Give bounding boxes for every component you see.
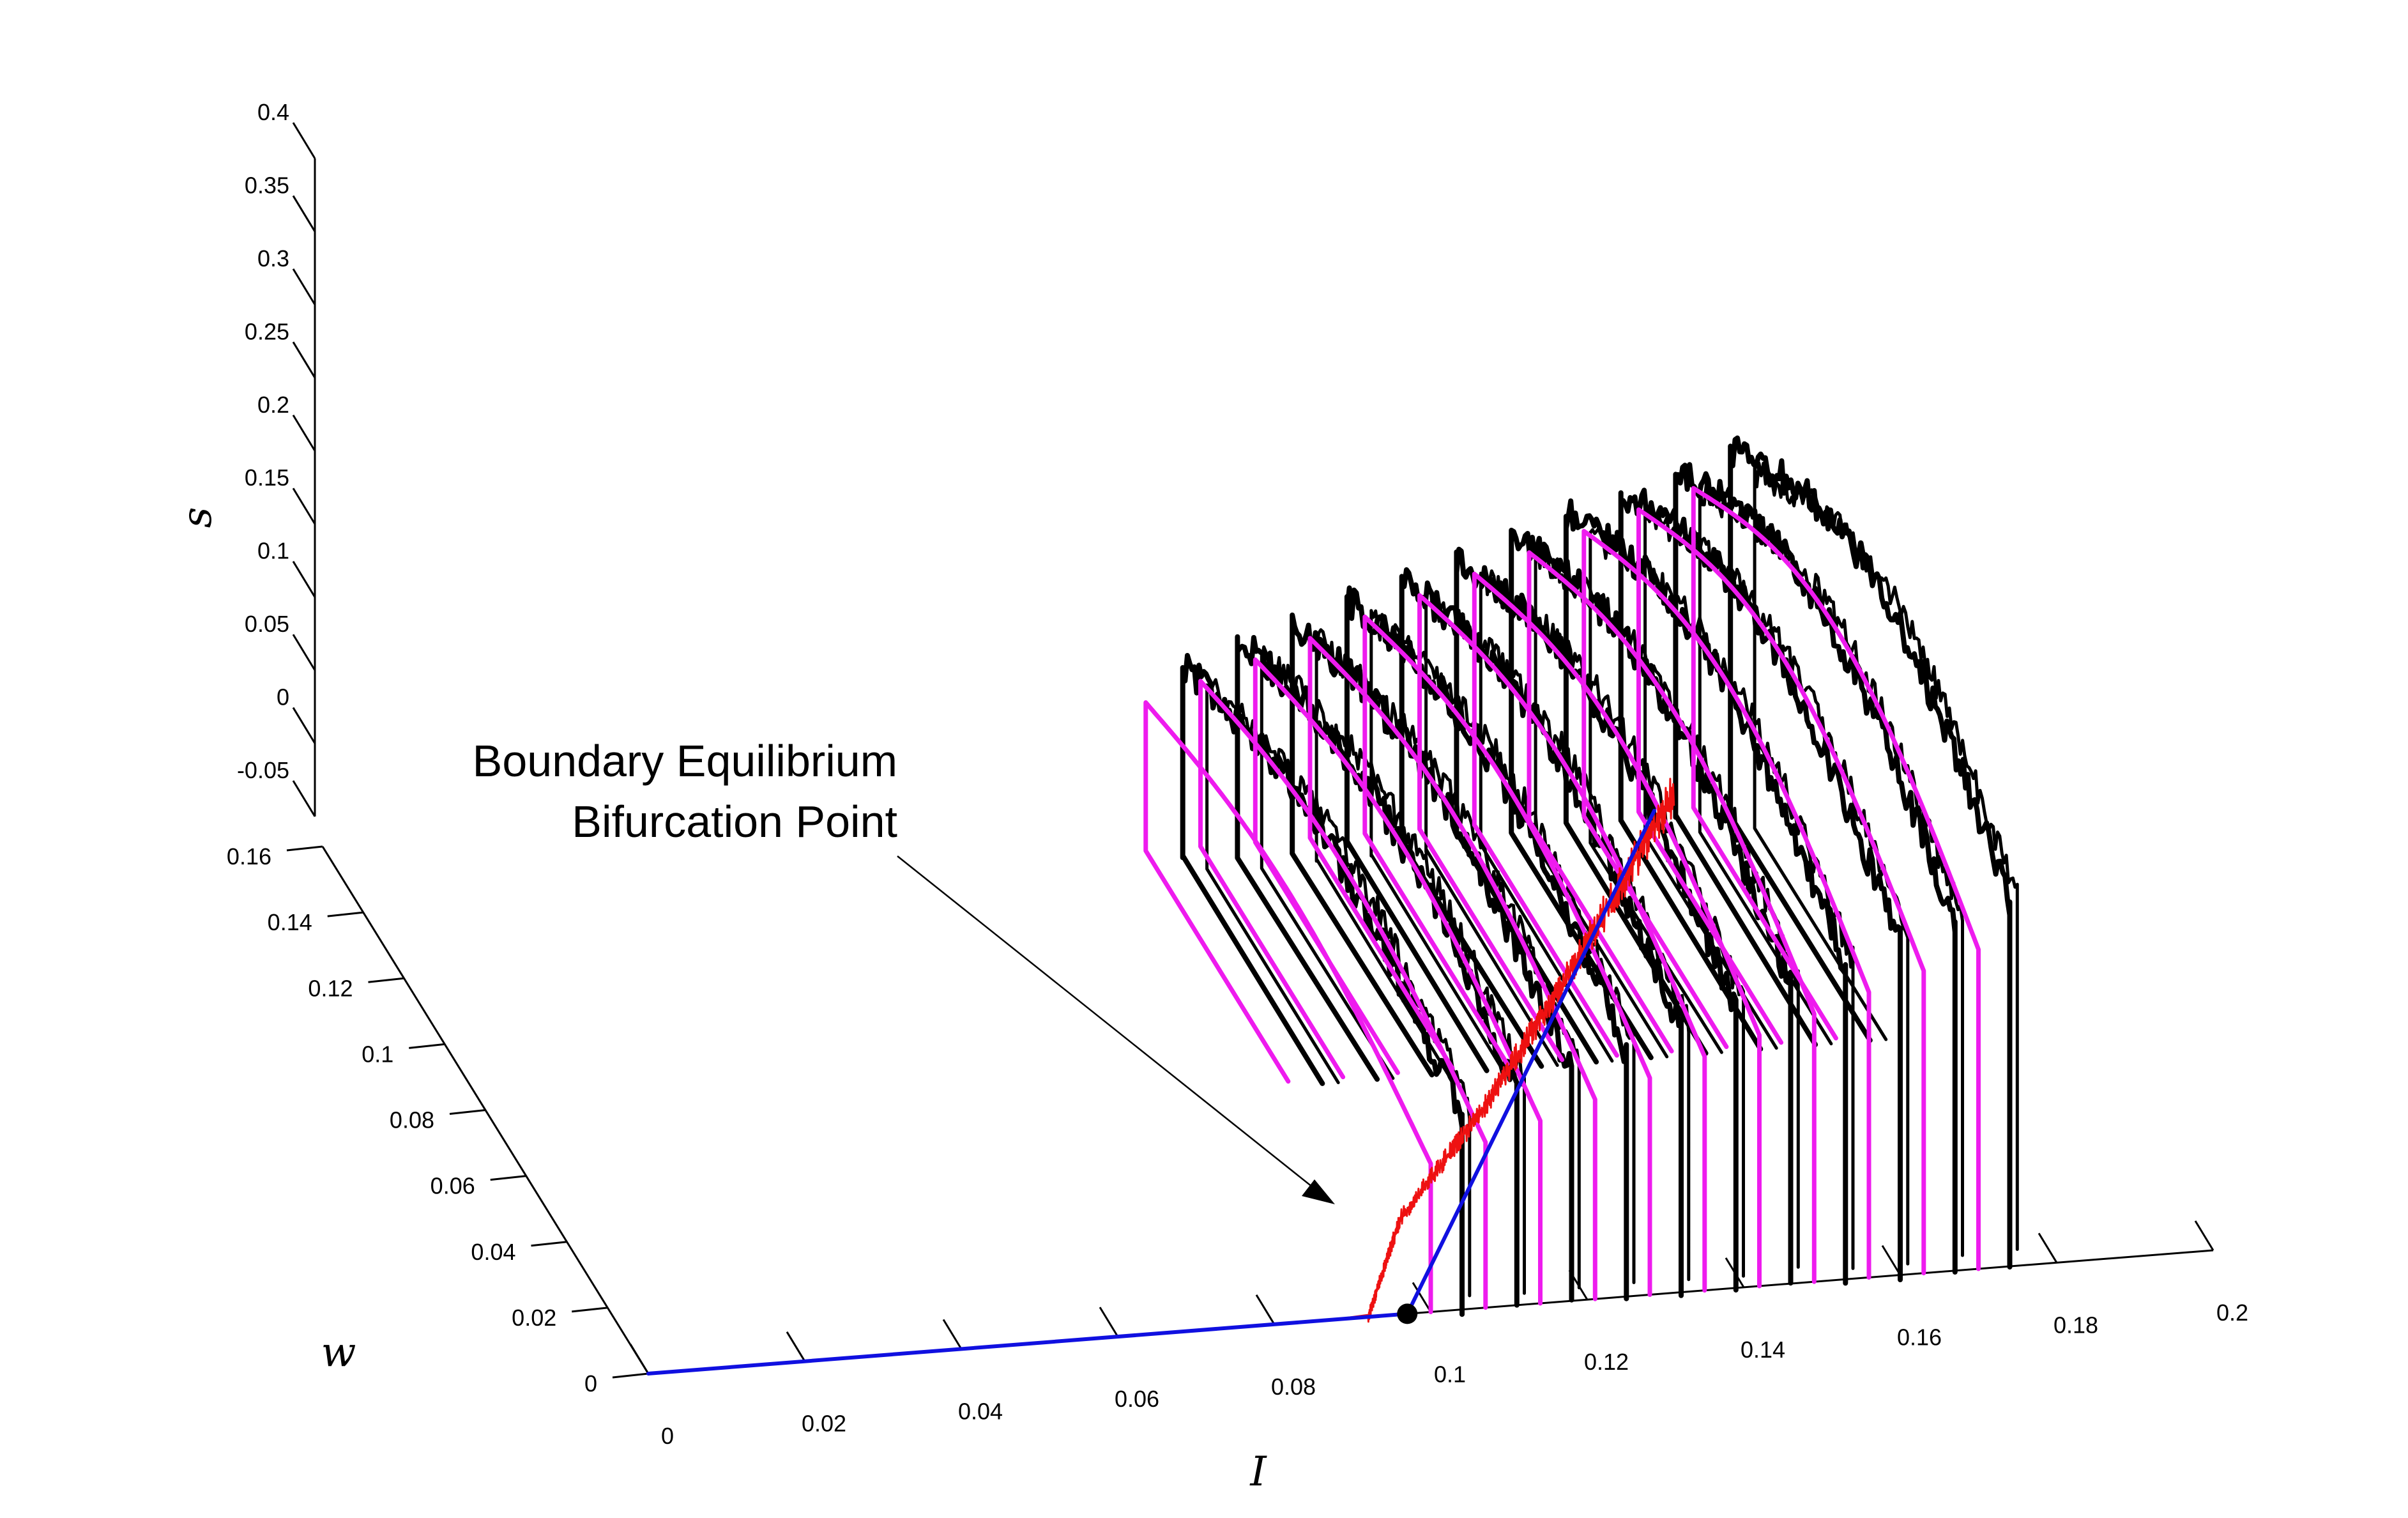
x-tick-4 bbox=[1255, 1294, 1276, 1325]
y-tick-3 bbox=[490, 1175, 526, 1181]
z-tick-label-2: 0.05 bbox=[245, 611, 289, 637]
x-tick-label-10: 0.2 bbox=[2216, 1300, 2248, 1326]
stochastic-cycle-b-4 bbox=[1424, 584, 1691, 1282]
y-axis-label: w bbox=[321, 1329, 356, 1376]
x-tick-label-5: 0.1 bbox=[1434, 1361, 1466, 1388]
limit-cycle-10 bbox=[1691, 486, 1981, 1271]
x-axis-label: I bbox=[1249, 1448, 1267, 1496]
z-tick-2 bbox=[292, 634, 316, 671]
y-tick-1 bbox=[572, 1307, 608, 1313]
z-tick-label-0: -0.05 bbox=[237, 757, 289, 783]
stochastic-cycle-b-8 bbox=[1643, 500, 1910, 1266]
x-tick-label-7: 0.14 bbox=[1741, 1337, 1785, 1363]
x-tick-label-3: 0.06 bbox=[1115, 1386, 1159, 1412]
x-tick-label-2: 0.04 bbox=[958, 1398, 1003, 1424]
x-tick-label-4: 0.08 bbox=[1271, 1374, 1316, 1400]
x-tick-2 bbox=[942, 1319, 963, 1350]
x-tick-label-0: 0 bbox=[661, 1423, 674, 1449]
annotation-line-1: Boundary Equilibrium bbox=[473, 736, 897, 786]
annotation-arrow-line bbox=[897, 855, 1316, 1190]
z-tick-label-5: 0.2 bbox=[257, 392, 289, 418]
y-tick-label-7: 0.14 bbox=[268, 909, 312, 935]
y-tick-label-5: 0.1 bbox=[362, 1041, 393, 1067]
stochastic-cycle-b-3 bbox=[1369, 609, 1636, 1284]
stochastic-cycle-5 bbox=[1454, 546, 1739, 1293]
limit-cycle-4 bbox=[1362, 614, 1652, 1297]
stochastic-cycle-10 bbox=[1728, 435, 2013, 1270]
z-tick-5 bbox=[292, 414, 316, 452]
y-tick-label-0: 0 bbox=[584, 1370, 597, 1397]
z-tick-1 bbox=[292, 707, 316, 744]
z-tick-label-7: 0.3 bbox=[257, 245, 289, 272]
limit-cycle-2 bbox=[1253, 657, 1543, 1306]
stochastic-cycle-6 bbox=[1509, 528, 1794, 1286]
x-tick-5 bbox=[1412, 1282, 1432, 1313]
y-tick-4 bbox=[449, 1109, 486, 1115]
x-tick-9 bbox=[2038, 1232, 2058, 1264]
x-tick-label-8: 0.16 bbox=[1897, 1324, 1942, 1351]
axes-group: 0 0.02 0.04 0.06 0.08 0.1 0.12 0.14 0.16 0.18 0.2 0… bbox=[227, 99, 2248, 1449]
x-tick-3 bbox=[1099, 1307, 1119, 1337]
y-tick-2 bbox=[531, 1241, 567, 1247]
annotation-line-2: Bifurcation Point bbox=[572, 797, 897, 847]
y-tick-label-6: 0.12 bbox=[308, 975, 353, 1001]
limit-cycle-6 bbox=[1472, 571, 1762, 1289]
limit-cycle-5 bbox=[1417, 593, 1707, 1293]
z-tick-8 bbox=[292, 195, 316, 233]
z-tick-4 bbox=[292, 487, 316, 525]
annotation-arrow-head bbox=[1302, 1179, 1335, 1204]
limit-cycle-1 bbox=[1198, 678, 1488, 1310]
z-tick-label-9: 0.4 bbox=[257, 99, 289, 125]
y-tick-5 bbox=[409, 1043, 445, 1049]
y-tick-6 bbox=[368, 977, 404, 983]
stochastic-cycle-b-6 bbox=[1534, 544, 1800, 1269]
x-tick-label-9: 0.18 bbox=[2054, 1312, 2098, 1338]
x-tick-8 bbox=[1881, 1245, 1901, 1276]
y-tick-7 bbox=[327, 911, 363, 917]
y-tick-label-8: 0.16 bbox=[227, 843, 271, 870]
z-tick-6 bbox=[292, 341, 316, 379]
z-tick-3 bbox=[292, 560, 316, 598]
stochastic-cycle-3 bbox=[1344, 585, 1629, 1301]
series-layer bbox=[646, 435, 2019, 1376]
z-tick-0 bbox=[292, 780, 316, 817]
y-tick-label-1: 0.02 bbox=[512, 1305, 556, 1331]
x-tick-label-6: 0.12 bbox=[1584, 1349, 1629, 1375]
stochastic-cycle-b-10 bbox=[1753, 461, 2019, 1251]
x-tick-1 bbox=[786, 1331, 806, 1362]
z-tick-7 bbox=[292, 268, 316, 305]
z-tick-label-8: 0.35 bbox=[245, 172, 289, 198]
z-axis-label: s bbox=[174, 507, 221, 528]
z-tick-9 bbox=[292, 122, 316, 159]
x-tick-10 bbox=[2194, 1220, 2214, 1251]
z-tick-label-6: 0.25 bbox=[245, 318, 289, 344]
limit-cycle-7 bbox=[1527, 550, 1817, 1284]
limit-cycle-3 bbox=[1307, 636, 1597, 1301]
y-tick-label-2: 0.04 bbox=[471, 1239, 515, 1265]
z-tick-label-4: 0.15 bbox=[245, 464, 289, 491]
y-tick-label-4: 0.08 bbox=[390, 1107, 434, 1133]
limit-cycle-9 bbox=[1636, 507, 1926, 1276]
stochastic-cycle-b-2 bbox=[1314, 628, 1581, 1290]
annotation-layer: Boundary Equilibrium Bifurcation Point bbox=[473, 736, 1335, 1204]
bifurcation-point-marker bbox=[1397, 1303, 1418, 1324]
limit-cycle-8 bbox=[1581, 528, 1871, 1280]
y-tick-label-3: 0.06 bbox=[431, 1173, 475, 1199]
x-tick-label-1: 0.02 bbox=[802, 1411, 846, 1437]
y-tick-8 bbox=[286, 845, 323, 852]
z-tick-label-1: 0 bbox=[277, 684, 289, 710]
y-tick-0 bbox=[612, 1372, 649, 1379]
z-tick-label-3: 0.1 bbox=[257, 538, 289, 564]
